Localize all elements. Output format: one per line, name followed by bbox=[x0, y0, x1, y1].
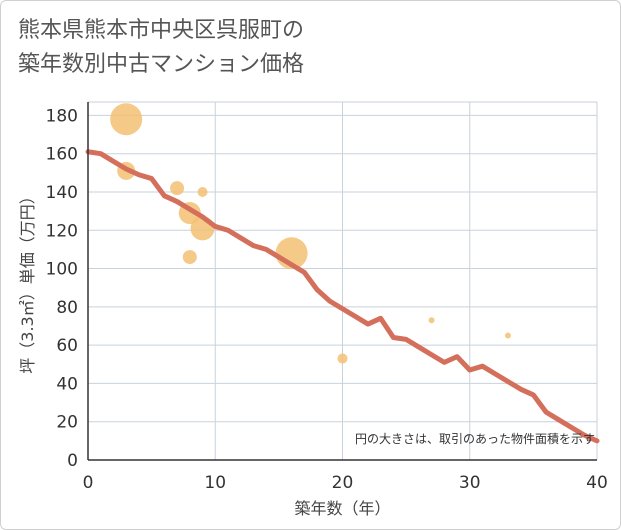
x-tick-label: 40 bbox=[586, 473, 608, 493]
y-tick-label: 20 bbox=[56, 413, 78, 433]
bubble-point bbox=[110, 103, 143, 136]
bubble-point bbox=[197, 186, 208, 197]
bubble-point bbox=[504, 332, 511, 339]
x-axis-label: 築年数（年） bbox=[294, 499, 390, 518]
chart-title-line1: 熊本県熊本市中央区呉服町の bbox=[18, 18, 305, 43]
y-tick-label: 100 bbox=[46, 260, 78, 280]
bubble-point bbox=[337, 353, 348, 364]
axes bbox=[87, 102, 597, 461]
bubble-point bbox=[182, 250, 197, 265]
tick-labels: 0 20 40 60 80 100 120 140 160 180 0 10 20 30 40 bbox=[46, 106, 608, 493]
x-tick-label: 20 bbox=[332, 473, 354, 493]
grid-lines bbox=[88, 101, 598, 460]
x-tick-label: 0 bbox=[83, 473, 94, 493]
trend-line-series bbox=[85, 149, 600, 444]
y-tick-label: 60 bbox=[56, 336, 78, 356]
y-axis-label: 坪（3.3㎡）単価（万円） bbox=[18, 188, 37, 373]
chart-title-line2: 築年数別中古マンション価格 bbox=[18, 52, 305, 77]
y-tick-label: 140 bbox=[46, 183, 78, 203]
x-tick-label: 10 bbox=[204, 473, 226, 493]
y-tick-label: 80 bbox=[56, 298, 78, 318]
chart-title: 熊本県熊本市中央区呉服町の 築年数別中古マンション価格 bbox=[18, 14, 304, 82]
y-tick-label: 160 bbox=[46, 145, 78, 165]
bubble-point bbox=[428, 317, 435, 324]
y-tick-label: 40 bbox=[56, 374, 78, 394]
bubble-series bbox=[110, 103, 511, 364]
x-tick-label: 30 bbox=[459, 473, 481, 493]
y-tick-label: 0 bbox=[67, 451, 78, 471]
bubble-size-note: 円の大きさは、取引のあった物件面積を示す bbox=[355, 431, 595, 446]
y-tick-label: 180 bbox=[46, 106, 78, 126]
trend-line bbox=[85, 149, 600, 444]
y-tick-label: 120 bbox=[46, 221, 78, 241]
bubble-point bbox=[170, 181, 185, 196]
